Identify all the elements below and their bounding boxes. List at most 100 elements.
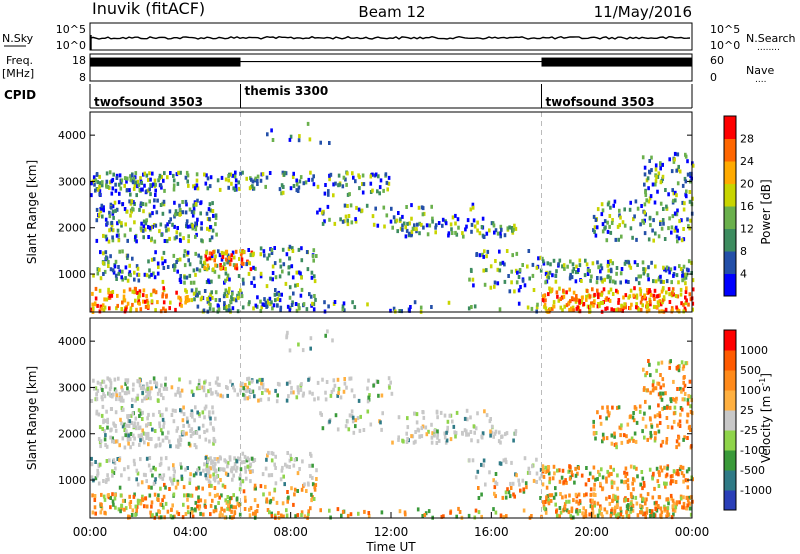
power-echo-cell-494 xyxy=(174,209,178,214)
velocity-echo-cell-482 xyxy=(201,423,205,428)
velocity-echo-cell-1426 xyxy=(558,468,561,473)
power-echo-cell-881 xyxy=(273,292,277,297)
power-echo-cell-1080 xyxy=(482,234,486,239)
velocity-colorbar-tick-4: -25 xyxy=(740,424,758,437)
power-echo-cell-108 xyxy=(93,302,97,307)
power-echo-cell-526 xyxy=(188,262,192,267)
power-echo-cell-441 xyxy=(206,226,209,231)
power-echo-cell-267 xyxy=(131,180,135,185)
power-echo-cell-1481 xyxy=(679,267,683,271)
power-echo-cell-849 xyxy=(278,298,282,303)
power-echo-cell-601 xyxy=(228,277,231,282)
power-echo-cell-1810 xyxy=(107,260,110,264)
power-echo-cell-1169 xyxy=(571,305,575,310)
power-echo-cell-545 xyxy=(133,270,136,275)
power-echo-cell-1057 xyxy=(503,233,507,238)
power-echo-cell-792 xyxy=(346,171,349,176)
velocity-echo-cell-1578 xyxy=(644,424,648,429)
power-echo-cell-637 xyxy=(205,257,209,262)
power-echo-cell-775 xyxy=(316,184,320,189)
velocity-echo-cell-1124 xyxy=(477,496,481,500)
power-echo-cell-1459 xyxy=(555,269,558,274)
velocity-echo-cell-16 xyxy=(134,504,138,509)
power-echo-cell-839 xyxy=(291,300,294,305)
velocity-echo-cell-1740 xyxy=(367,514,371,518)
velocity-echo-cell-1071 xyxy=(416,427,420,432)
power-echo-cell-854 xyxy=(313,294,316,298)
power-echo-cell-359 xyxy=(117,219,121,224)
power-echo-cell-709 xyxy=(192,184,195,189)
power-echo-cell-407 xyxy=(138,207,141,212)
velocity-echo-cell-898 xyxy=(249,479,252,484)
velocity-echo-cell-1609 xyxy=(629,414,632,419)
power-echo-cell-969 xyxy=(416,222,419,227)
velocity-echo-cell-809 xyxy=(287,394,290,399)
velocity-echo-cell-94 xyxy=(119,493,123,498)
power-echo-cell-211 xyxy=(154,188,157,193)
velocity-echo-cell-1339 xyxy=(666,510,669,514)
power-echo-cell-1750 xyxy=(311,301,314,306)
velocity-echo-cell-330 xyxy=(178,442,182,447)
velocity-echo-cell-157 xyxy=(93,494,97,498)
power-echo-cell-366 xyxy=(113,200,117,205)
velocity-echo-cell-67 xyxy=(208,492,212,497)
velocity-echo-cell-1101 xyxy=(522,489,526,494)
power-echo-cell-1634 xyxy=(623,207,626,212)
velocity-echo-cell-987 xyxy=(347,427,351,432)
power-echo-cell-980 xyxy=(408,221,411,226)
power-echo-cell-875 xyxy=(314,297,317,302)
velocity-echo-cell-391 xyxy=(174,408,177,413)
power-echo-cell-234 xyxy=(158,176,161,181)
velocity-echo-cell-1516 xyxy=(669,481,672,486)
power-echo-cell-1012 xyxy=(339,217,342,222)
power-echo-cell-1361 xyxy=(593,299,596,304)
power-echo-cell-36 xyxy=(129,308,132,313)
velocity-echo-cell-403 xyxy=(109,428,112,433)
velocity-echo-cell-1785 xyxy=(340,513,343,518)
power-echo-cell-496 xyxy=(130,199,134,204)
power-echo-cell-272 xyxy=(128,188,131,193)
velocity-echo-cell-51 xyxy=(102,494,106,499)
power-echo-cell-1279 xyxy=(608,298,612,303)
power-echo-cell-978 xyxy=(372,222,376,227)
velocity-echo-cell-1395 xyxy=(610,472,613,476)
power-echo-cell-625 xyxy=(148,268,151,273)
power-echo-cell-212 xyxy=(93,182,96,187)
velocity-echo-cell-1036 xyxy=(463,428,467,433)
velocity-echo-cell-1732 xyxy=(643,386,646,391)
power-echo-cell-1175 xyxy=(667,287,671,292)
velocity-echo-cell-886 xyxy=(254,513,257,518)
power-echo-cell-1370 xyxy=(660,289,664,294)
velocity-echo-cell-440 xyxy=(197,426,201,431)
power-echo-cell-1073 xyxy=(410,229,414,234)
power-echo-cell-1040 xyxy=(401,223,404,228)
power-echo-cell-1821 xyxy=(319,140,322,145)
power-echo-cell-1742 xyxy=(341,307,345,312)
velocity-echo-cell-1220 xyxy=(547,498,550,503)
velocity-echo-cell-1368 xyxy=(643,511,647,516)
power-echo-cell-544 xyxy=(185,275,189,280)
power-echo-cell-144 xyxy=(177,295,180,300)
velocity-echo-cell-1086 xyxy=(443,435,447,440)
velocity-echo-cell-77 xyxy=(218,495,221,500)
velocity-echo-cell-1142 xyxy=(515,473,518,478)
velocity-echo-cell-1498 xyxy=(577,466,580,471)
power-echo-cell-14 xyxy=(233,297,236,302)
velocity-echo-cell-792 xyxy=(296,385,300,390)
power-echo-cell-594 xyxy=(183,263,187,268)
velocity-echo-cell-1521 xyxy=(547,465,551,470)
nsky-panel: N.Sky 10^5 10^0 10^5 10^0 N.Search .....… xyxy=(2,22,796,53)
velocity-echo-cell-201 xyxy=(96,388,100,393)
power-echo-cell-1021 xyxy=(441,223,444,228)
velocity-echo-cell-615 xyxy=(180,465,183,470)
power-echo-cell-45 xyxy=(108,306,111,311)
velocity-echo-cell-270 xyxy=(158,388,161,393)
velocity-echo-cell-1460 xyxy=(633,465,636,470)
power-echo-cell-1334 xyxy=(562,288,565,293)
power-echo-cell-1658 xyxy=(689,174,692,179)
velocity-echo-cell-1606 xyxy=(622,433,626,438)
power-echo-cell-1077 xyxy=(447,233,450,238)
power-echo-cell-1067 xyxy=(480,225,484,229)
velocity-echo-cell-393 xyxy=(186,419,189,424)
velocity-echo-cell-1688 xyxy=(657,392,661,397)
